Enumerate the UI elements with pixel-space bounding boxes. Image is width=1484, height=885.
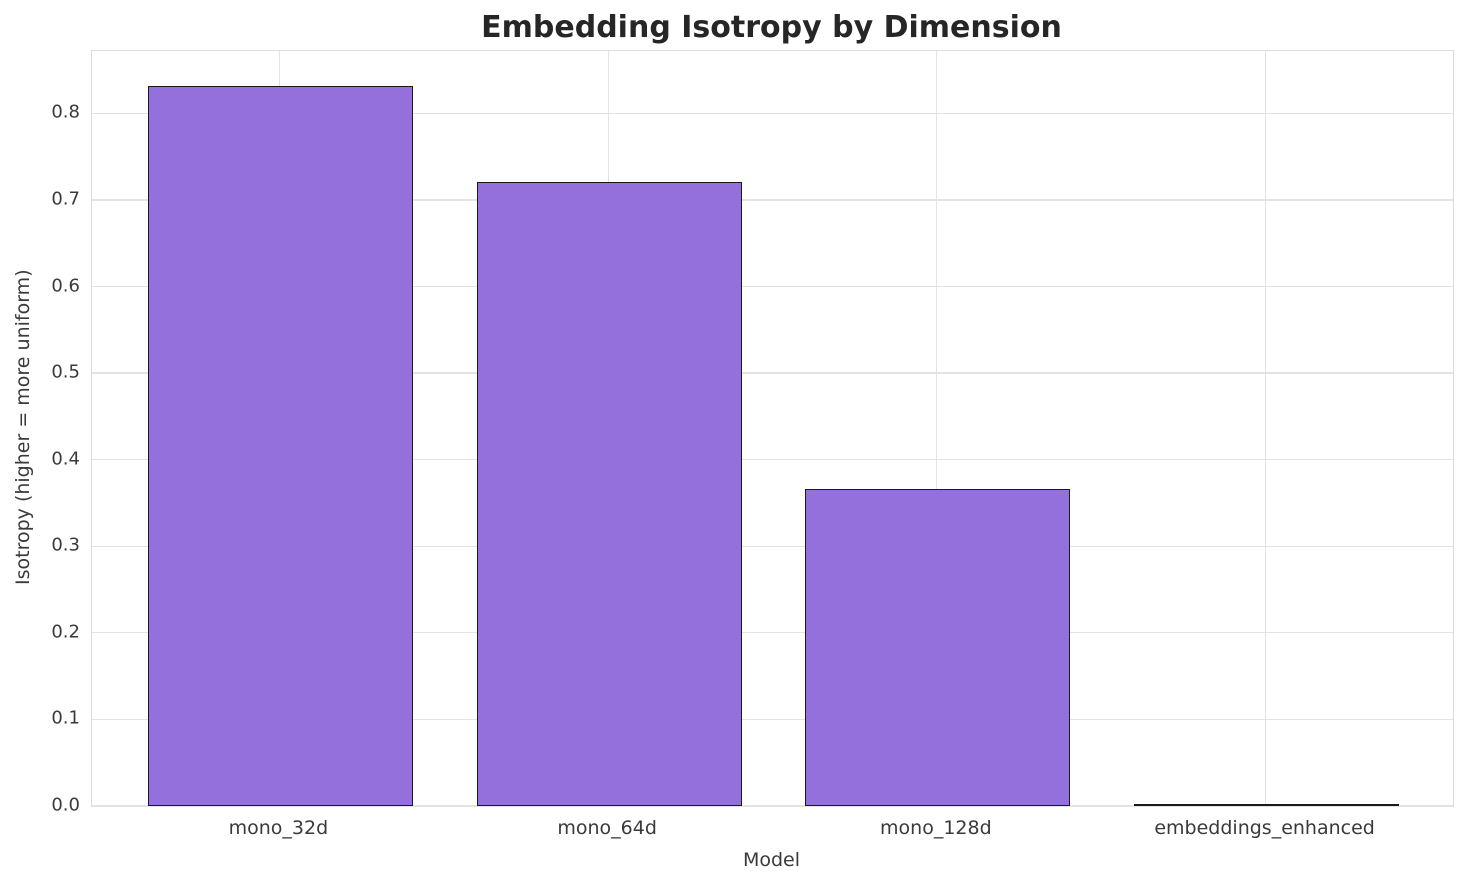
y-tick-label: 0.3 [51,534,80,556]
gridline-horizontal [92,545,1453,547]
y-axis-label: Isotropy (higher = more uniform) [12,269,34,586]
y-tick-label: 0.0 [51,794,80,816]
gridline-horizontal [92,805,1453,807]
x-tick-label: mono_32d [228,817,329,839]
gridline-vertical [936,51,938,806]
gridline-vertical [1265,51,1267,806]
bar-mono_128d [805,488,1071,806]
bar-mono_32d [147,86,413,806]
bar-embeddings_enhanced [1134,804,1400,806]
y-tick-label: 0.4 [51,448,80,470]
y-tick-label: 0.7 [51,188,80,210]
y-tick-label: 0.1 [51,707,80,729]
chart-title: Embedding Isotropy by Dimension [481,10,1062,45]
y-tick-label: 0.8 [51,101,80,123]
x-axis-label: Model [742,849,801,871]
y-tick-label: 0.6 [51,275,80,296]
x-tick-label: mono_128d [880,817,992,839]
gridline-horizontal [92,459,1453,461]
x-tick-label: embeddings_enhanced [1154,817,1375,839]
gridline-horizontal [92,632,1453,634]
gridline-horizontal [92,718,1453,720]
bar-mono_64d [476,181,742,806]
x-tick-label: mono_64d [557,817,657,839]
y-tick-label: 0.5 [51,361,80,383]
gridline-horizontal [92,112,1453,114]
plot-area [91,50,1454,807]
y-tick-label: 0.2 [51,621,80,643]
gridline-horizontal [92,199,1453,201]
gridline-horizontal [92,285,1453,288]
gridline-horizontal [92,372,1453,374]
